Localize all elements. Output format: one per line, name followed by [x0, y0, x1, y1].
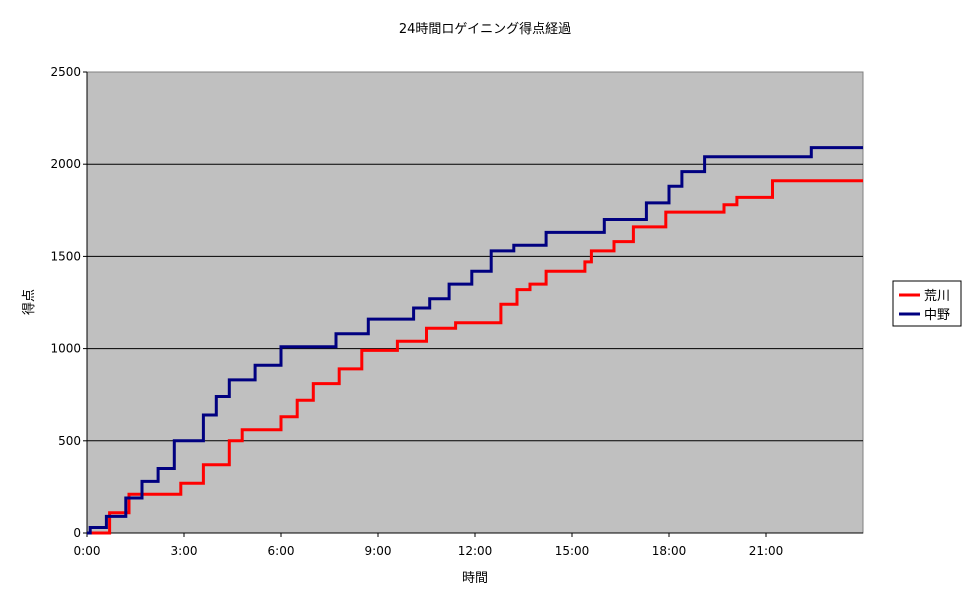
x-tick-label: 18:00	[652, 544, 687, 558]
x-tick-label: 12:00	[458, 544, 493, 558]
series-line-0	[87, 179, 863, 535]
chart-title: 24時間ロゲイニング得点経過	[399, 21, 571, 37]
gridlines	[87, 163, 863, 442]
y-tick-label: 1000	[50, 342, 81, 356]
x-tick-label: 9:00	[365, 544, 392, 558]
legend-label-1: 中野	[924, 308, 950, 323]
legend-box	[892, 280, 962, 327]
x-axis-title: 時間	[462, 571, 488, 586]
x-tick-label: 0:00	[74, 544, 101, 558]
y-tick-label: 2000	[50, 157, 81, 171]
x-tick-label: 3:00	[171, 544, 198, 558]
x-tick-label: 6:00	[268, 544, 295, 558]
x-tick-label: 21:00	[749, 544, 784, 558]
y-tick-label: 500	[58, 434, 81, 448]
series-line-1	[87, 146, 863, 535]
y-tick-label: 1500	[50, 249, 81, 263]
y-axis-title: 得点	[21, 289, 37, 315]
legend-label-0: 荒川	[924, 289, 950, 304]
y-axis-ticks: 0 500 1000 1500 2000 2500	[50, 65, 87, 540]
y-tick-label: 0	[73, 526, 81, 540]
plot-area	[86, 71, 864, 534]
y-tick-label: 2500	[50, 65, 81, 79]
x-tick-label: 15:00	[555, 544, 590, 558]
x-axis-ticks: 0:00 3:00 6:00 9:00 12:00 15:00 18:00 21:00	[74, 533, 784, 558]
series-lines	[87, 146, 863, 535]
